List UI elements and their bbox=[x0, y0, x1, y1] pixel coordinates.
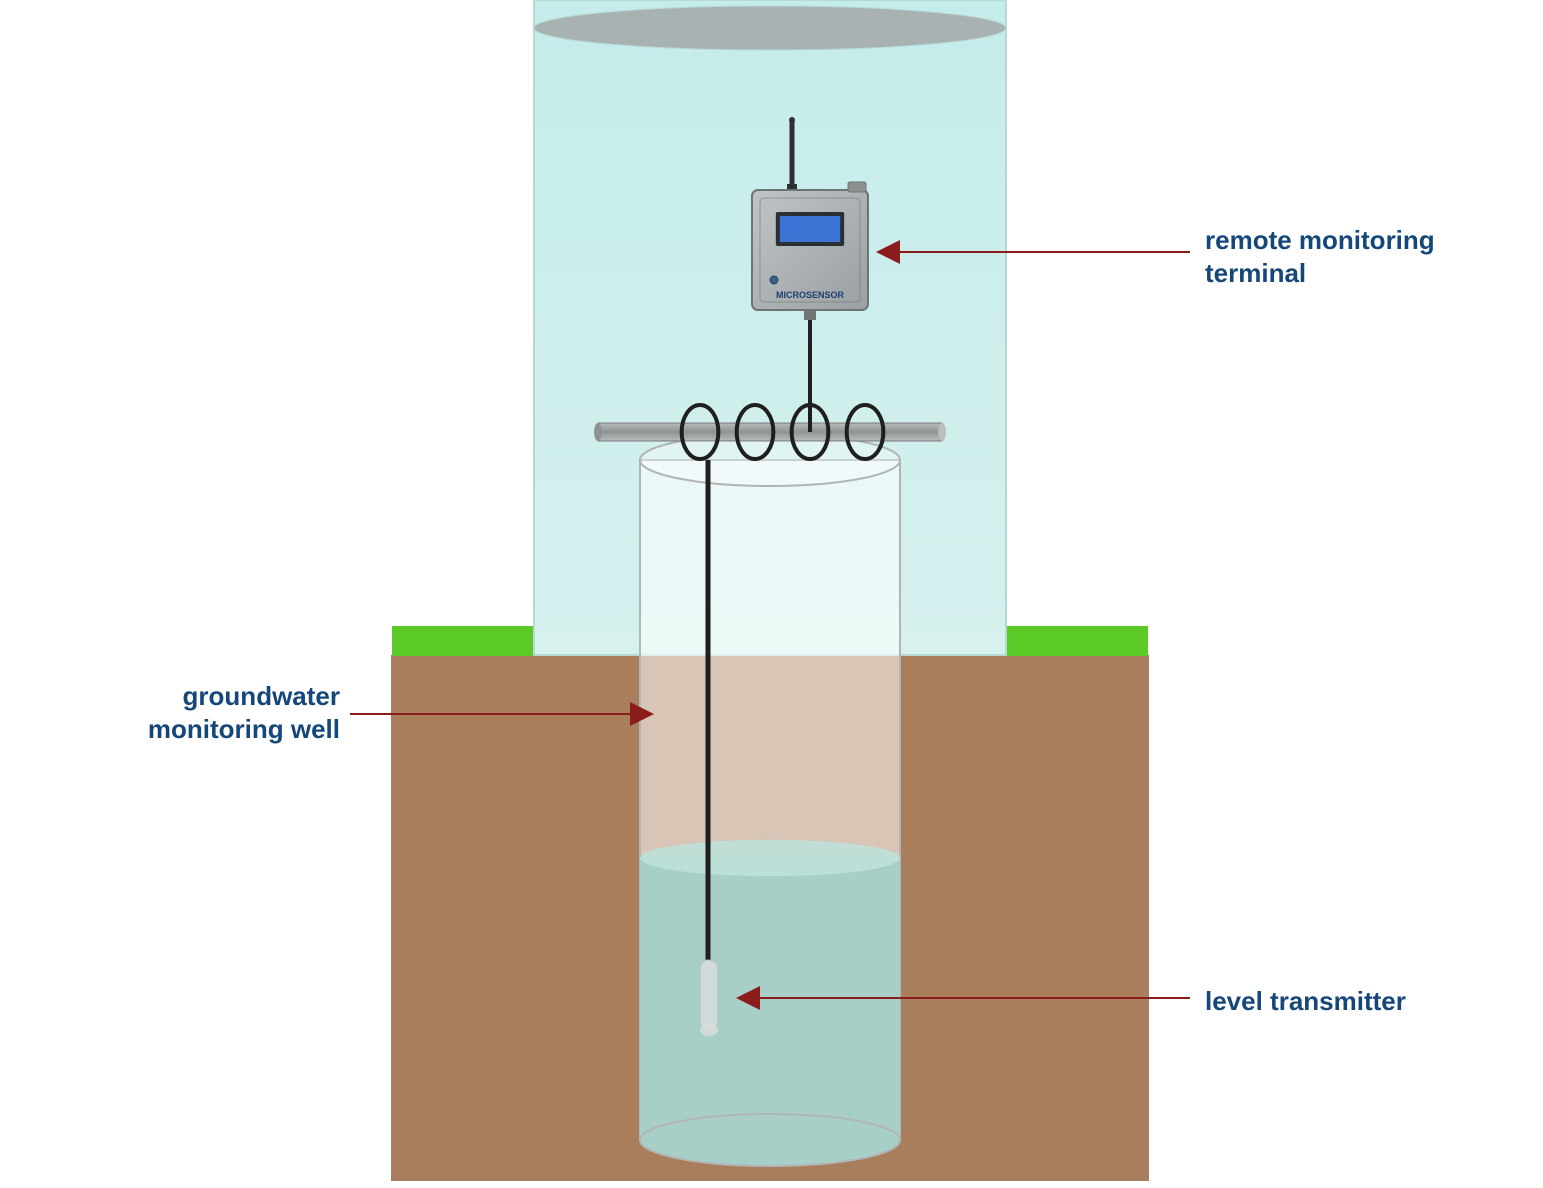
level-transmitter-probe bbox=[700, 960, 718, 1036]
label-line: groundwater bbox=[183, 681, 340, 711]
label-level-transmitter: level transmitter bbox=[1205, 985, 1406, 1018]
grass-right bbox=[1006, 626, 1148, 656]
label-groundwater-well: groundwater monitoring well bbox=[130, 680, 340, 745]
water-surface bbox=[640, 840, 900, 876]
remote-monitoring-terminal: MICROSENSOR bbox=[752, 182, 868, 320]
well-casing bbox=[640, 434, 900, 1166]
support-rod bbox=[594, 423, 946, 441]
grass-left bbox=[392, 626, 534, 656]
label-line: terminal bbox=[1205, 258, 1306, 288]
device-brand-text: MICROSENSOR bbox=[776, 290, 845, 300]
label-line: level transmitter bbox=[1205, 986, 1406, 1016]
label-line: monitoring well bbox=[148, 714, 340, 744]
label-line: remote monitoring bbox=[1205, 225, 1435, 255]
label-remote-terminal: remote monitoring terminal bbox=[1205, 224, 1435, 289]
